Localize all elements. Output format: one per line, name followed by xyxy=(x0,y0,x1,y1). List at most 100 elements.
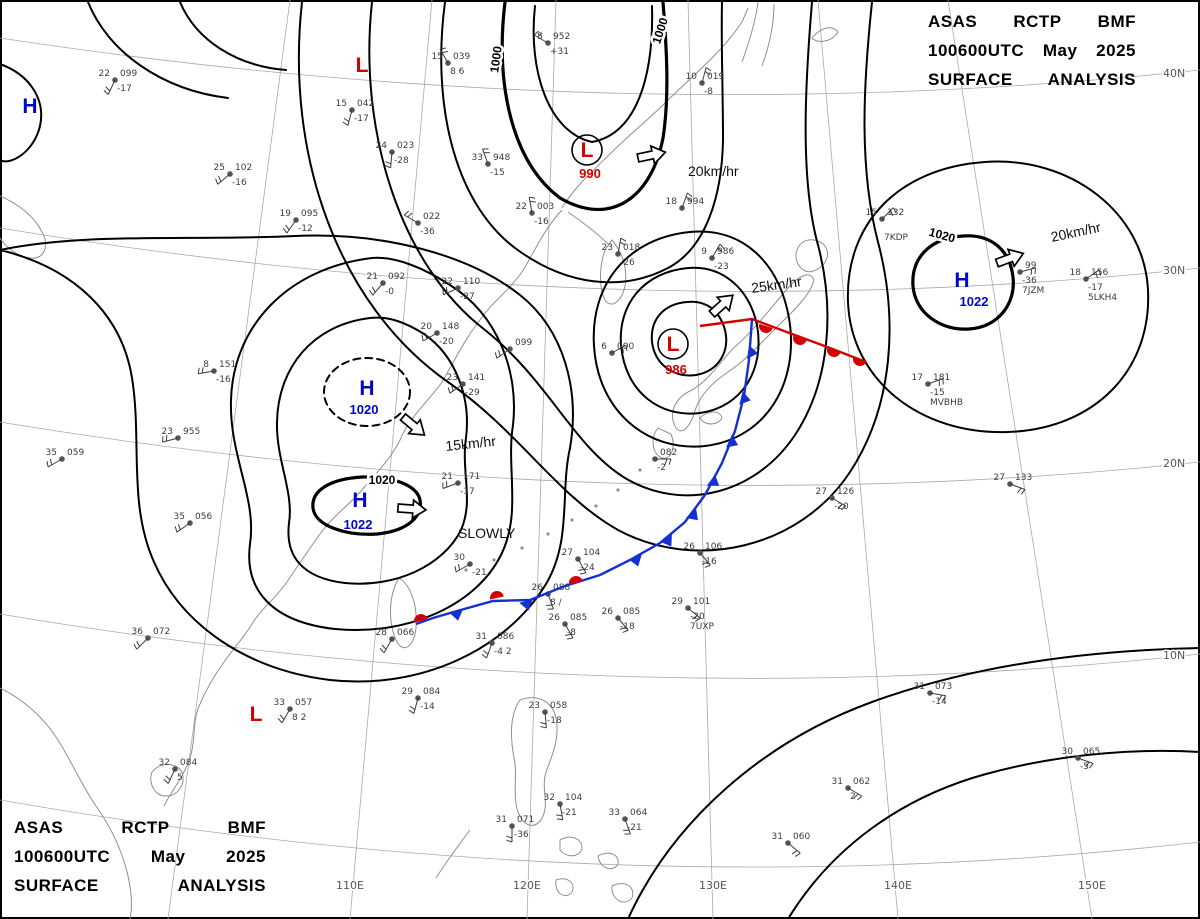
warm-front-marker xyxy=(569,576,583,585)
station-temp: 15 xyxy=(432,52,443,62)
station-pressure: 099 xyxy=(515,338,532,348)
latitude-label-30N: 30N xyxy=(1163,264,1185,277)
wind-barb-icon xyxy=(422,332,438,342)
center-pressure-value: 1022 xyxy=(960,294,989,309)
station-plot: 19 095 -12 xyxy=(280,209,319,234)
station-pressure: 948 xyxy=(493,153,510,163)
wind-barb-icon xyxy=(624,818,631,835)
center-letter: H xyxy=(359,377,374,400)
stationary-front xyxy=(414,573,601,626)
station-temp: 19 xyxy=(280,209,292,219)
coastline-shikoku xyxy=(699,411,723,425)
station-temp: 33 xyxy=(609,808,620,818)
warm-front-marker xyxy=(827,347,841,357)
station-id: 5LKH4 xyxy=(1088,293,1117,303)
title-word: ASAS xyxy=(14,818,64,837)
station-plot: 33 948 -15 xyxy=(472,148,510,178)
coastline xyxy=(567,211,609,245)
wind-barb-icon xyxy=(47,458,63,468)
station-temp: 27 xyxy=(562,548,573,558)
wind-barb-icon xyxy=(559,803,564,820)
center-pressure-value: 1022 xyxy=(344,517,373,532)
isobar xyxy=(229,256,515,631)
station-temp: 33 xyxy=(472,153,483,163)
wind-barb-icon xyxy=(486,642,493,659)
grid-line xyxy=(0,227,1200,292)
station-plot: 31 062 2 xyxy=(832,777,871,802)
station-pressure: 085 xyxy=(623,607,640,617)
station-plot: 27 104 -24 xyxy=(562,548,600,575)
title-word: ASAS xyxy=(928,12,978,31)
station-pressure: 148 xyxy=(442,322,459,332)
station-temp: 29 xyxy=(672,597,684,607)
station-dewpoint: -14 xyxy=(420,702,435,712)
station-plot: 33 057 8 2 xyxy=(274,698,312,724)
station-pressure: 082 xyxy=(660,448,677,458)
wind-barb-icon xyxy=(383,638,393,654)
station-temp: 25 xyxy=(214,163,225,173)
title-word: May xyxy=(1042,41,1078,60)
station-pressure: 132 xyxy=(887,208,904,218)
center-letter: L xyxy=(581,139,594,162)
latitude-label-10N: 10N xyxy=(1163,649,1185,662)
station-dewpoint: -16 xyxy=(702,557,717,567)
station-pressure: 99 xyxy=(1025,261,1037,271)
station-temp: 26 xyxy=(602,607,614,617)
wind-barb-icon xyxy=(107,79,116,95)
warm-front-marker xyxy=(414,614,428,623)
coastline-china xyxy=(199,209,563,705)
title-word: ANALYSIS xyxy=(177,876,266,895)
wind-barb-icon xyxy=(1009,483,1026,490)
station-dewpoint: -20 xyxy=(439,337,454,347)
isobar xyxy=(627,647,1200,919)
station-pressure: 086 xyxy=(497,632,514,642)
station-plot: 24 023 -28 xyxy=(376,141,414,169)
title-word: May xyxy=(150,847,186,866)
station-plot: 29 084 -14 xyxy=(402,687,440,714)
station-plot: 18 994 xyxy=(666,192,704,211)
title-word: 100600UTC xyxy=(14,847,111,866)
center-pressure-value: 986 xyxy=(665,362,687,377)
title-word: SURFACE xyxy=(928,70,1013,89)
station-temp: 10 xyxy=(686,72,698,82)
isobar xyxy=(87,1,229,99)
cold-front-marker xyxy=(449,609,463,621)
pressure-center-l-990: L 990 xyxy=(571,134,603,181)
wind-barb-icon xyxy=(347,109,353,126)
station-pressure: 019 xyxy=(707,72,724,82)
pressure-center-l-986: L 986 xyxy=(657,328,689,377)
station-pressure: 058 xyxy=(550,701,567,711)
coastlines xyxy=(0,1,839,919)
station-pressure: 110 xyxy=(463,277,480,287)
station-pressure: 986 xyxy=(717,247,734,257)
movement-arrow-icon xyxy=(994,248,1025,269)
coastline-honshu xyxy=(672,274,815,432)
station-dewpoint: -26 xyxy=(620,258,635,268)
movement-annotation: SLOWLY xyxy=(396,498,516,541)
coastline-hokkaido xyxy=(795,239,829,273)
grid-line xyxy=(349,0,433,919)
station-pressure: 072 xyxy=(153,627,170,637)
movement-speed-label: SLOWLY xyxy=(458,525,516,541)
station-id: MVBHB xyxy=(930,398,963,408)
station-temp: 9 xyxy=(701,247,707,257)
isobar-dashed-high xyxy=(323,357,411,427)
station-pressure: 156 xyxy=(1091,268,1108,278)
station-pressure: 065 xyxy=(1083,747,1100,757)
station-temp: 23 xyxy=(602,243,613,253)
station-plot: 8 151 -16 xyxy=(197,360,236,385)
isobar-value-label: 1000 xyxy=(487,45,505,74)
isobar xyxy=(368,1,829,497)
wind-barb-icon xyxy=(711,243,721,259)
wind-barb-icon xyxy=(681,192,688,209)
title-line: 100600UTC May 2025 xyxy=(14,847,266,867)
station-pressure: 060 xyxy=(793,832,810,842)
station-plot: 22 110 -27 xyxy=(442,277,481,302)
station-temp: 8 xyxy=(203,360,209,370)
station-temp: 32 xyxy=(159,758,170,768)
station-dewpoint: -20 xyxy=(690,612,705,622)
wind-barb-icon xyxy=(286,219,297,234)
station-dewpoint: -15 xyxy=(490,168,505,178)
